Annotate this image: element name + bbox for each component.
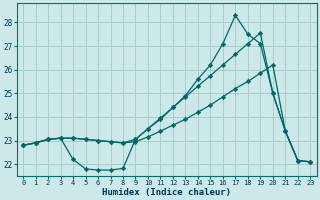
X-axis label: Humidex (Indice chaleur): Humidex (Indice chaleur) (102, 188, 231, 197)
